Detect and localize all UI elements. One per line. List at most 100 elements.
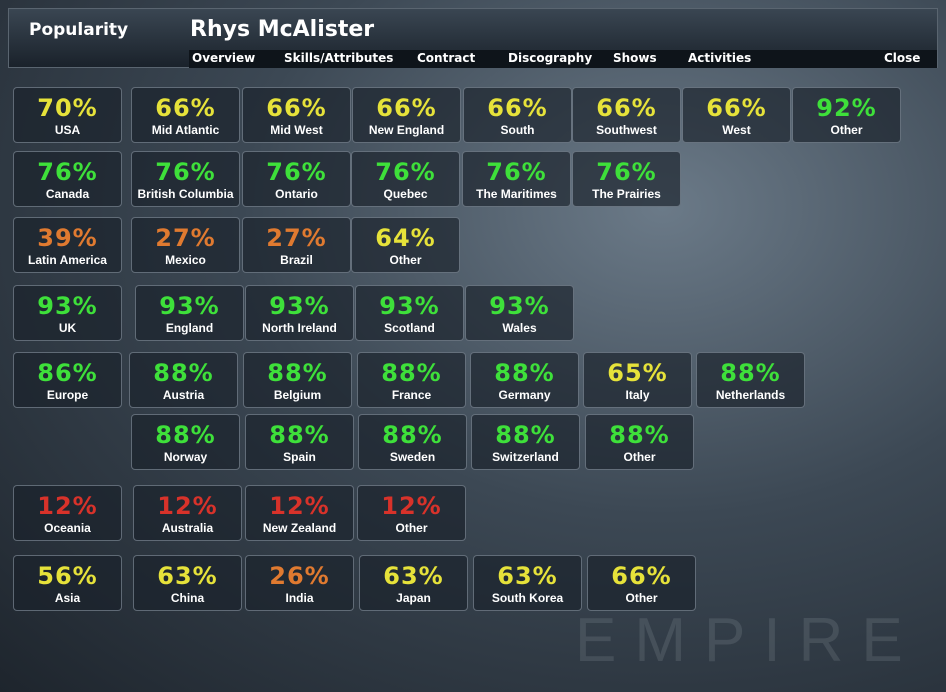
popularity-value: 63% — [497, 562, 558, 590]
region-name: Italy — [625, 388, 650, 402]
nav-item[interactable]: Contract — [417, 51, 476, 65]
popularity-value: 88% — [153, 359, 214, 387]
region-name: British Columbia — [137, 187, 234, 201]
nav-item[interactable]: Overview — [192, 51, 256, 65]
region-name: The Prairies — [592, 187, 661, 201]
region-cell: 76% Canada — [13, 151, 122, 207]
region-name: Southwest — [596, 123, 657, 137]
popularity-value: 76% — [596, 158, 657, 186]
region-name: Latin America — [28, 253, 107, 267]
region-cell: 88% Other — [585, 414, 694, 470]
popularity-value: 88% — [269, 421, 330, 449]
popularity-value: 65% — [607, 359, 668, 387]
popularity-value: 88% — [155, 421, 216, 449]
popularity-value: 64% — [375, 224, 436, 252]
region-cell: 93% Wales — [465, 285, 574, 341]
region-name: Mid Atlantic — [151, 123, 220, 137]
region-name: West — [722, 123, 751, 137]
region-cell: 66% Southwest — [572, 87, 681, 143]
region-cell: 88% Switzerland — [471, 414, 580, 470]
region-cell: 93% Scotland — [355, 285, 464, 341]
region-cell: 12% Oceania — [13, 485, 122, 541]
region-cell: 12% Australia — [133, 485, 242, 541]
region-cell: 88% Spain — [245, 414, 354, 470]
popularity-value: 12% — [157, 492, 218, 520]
popularity-value: 88% — [720, 359, 781, 387]
popularity-value: 88% — [382, 421, 443, 449]
region-name: Oceania — [44, 521, 91, 535]
popularity-value: 26% — [269, 562, 330, 590]
popularity-value: 70% — [37, 94, 98, 122]
region-name: China — [170, 591, 205, 605]
region-cell: 93% North Ireland — [245, 285, 354, 341]
region-cell: 27% Mexico — [131, 217, 240, 273]
popularity-value: 76% — [155, 158, 216, 186]
popularity-value: 93% — [159, 292, 220, 320]
nav-item[interactable]: Activities — [688, 51, 752, 65]
region-cell: 76% The Prairies — [572, 151, 681, 207]
popularity-value: 88% — [495, 421, 556, 449]
popularity-value: 93% — [489, 292, 550, 320]
popularity-value: 88% — [381, 359, 442, 387]
nav-item[interactable]: Shows — [613, 51, 657, 65]
region-name: England — [165, 321, 214, 335]
region-cell: 88% France — [357, 352, 466, 408]
region-cell: 66% West — [682, 87, 791, 143]
popularity-value: 92% — [816, 94, 877, 122]
region-cell: 26% India — [245, 555, 354, 611]
region-name: New Zealand — [262, 521, 337, 535]
region-cell: 93% UK — [13, 285, 122, 341]
region-name: New England — [368, 123, 445, 137]
region-cell: 76% British Columbia — [131, 151, 240, 207]
region-name: India — [285, 591, 314, 605]
region-name: South Korea — [491, 591, 564, 605]
nav-item[interactable]: Close — [884, 51, 921, 65]
region-cell: 63% China — [133, 555, 242, 611]
region-cell: 70% USA — [13, 87, 122, 143]
popularity-value: 66% — [596, 94, 657, 122]
region-cell: 66% South — [463, 87, 572, 143]
popularity-value: 27% — [266, 224, 327, 252]
region-cell: 88% Netherlands — [696, 352, 805, 408]
region-name: Brazil — [280, 253, 313, 267]
popularity-value: 66% — [706, 94, 767, 122]
popularity-value: 63% — [383, 562, 444, 590]
region-name: USA — [54, 123, 81, 137]
region-cell: 63% Japan — [359, 555, 468, 611]
region-name: North Ireland — [262, 321, 337, 335]
region-name: Europe — [46, 388, 89, 402]
region-cell: 76% Quebec — [351, 151, 460, 207]
popularity-value: 12% — [37, 492, 98, 520]
nav-item[interactable]: Discography — [508, 51, 593, 65]
popularity-value: 12% — [381, 492, 442, 520]
region-cell: 66% Mid Atlantic — [131, 87, 240, 143]
popularity-value: 66% — [266, 94, 327, 122]
region-name: Sweden — [389, 450, 436, 464]
region-name: Other — [625, 591, 658, 605]
region-cell: 88% Germany — [470, 352, 579, 408]
region-cell: 92% Other — [792, 87, 901, 143]
region-name: Netherlands — [715, 388, 786, 402]
region-name: Spain — [283, 450, 316, 464]
popularity-value: 39% — [37, 224, 98, 252]
region-name: Switzerland — [492, 450, 559, 464]
popularity-value: 88% — [609, 421, 670, 449]
region-cell: 66% New England — [352, 87, 461, 143]
region-name: Quebec — [383, 187, 428, 201]
region-name: France — [391, 388, 432, 402]
popularity-value: 76% — [37, 158, 98, 186]
region-cell: 56% Asia — [13, 555, 122, 611]
region-name: Canada — [45, 187, 90, 201]
region-name: Other — [395, 521, 428, 535]
popularity-value: 27% — [155, 224, 216, 252]
region-name: Asia — [54, 591, 81, 605]
region-name: The Maritimes — [476, 187, 557, 201]
popularity-value: 93% — [37, 292, 98, 320]
nav-item[interactable]: Skills/Attributes — [284, 51, 394, 65]
region-cell: 88% Belgium — [243, 352, 352, 408]
region-cell: 64% Other — [351, 217, 460, 273]
region-cell: 88% Austria — [129, 352, 238, 408]
region-name: Scotland — [384, 321, 435, 335]
region-cell: 76% The Maritimes — [462, 151, 571, 207]
